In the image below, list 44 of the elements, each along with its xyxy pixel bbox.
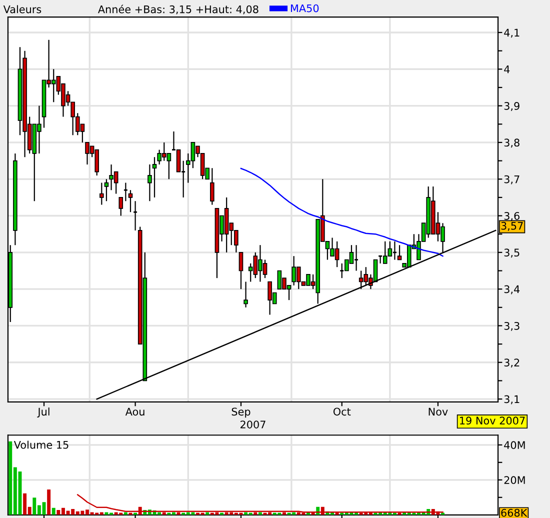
x-tick-label: Jul <box>37 408 50 418</box>
annotation: 3,57 <box>501 222 523 231</box>
x-axis-title: 2007 <box>240 420 266 428</box>
y-tick-label: 3,8 <box>504 138 520 148</box>
y-tick-label: 3,9 <box>504 102 520 111</box>
x-tick-label: Oct <box>333 408 351 416</box>
candlestick <box>148 164 152 202</box>
candlestick <box>354 244 359 272</box>
y-tick-label: 3,2 <box>504 358 520 368</box>
candlestick <box>104 178 109 202</box>
legend-label: MA50 <box>290 4 319 12</box>
x-tick-label: Aou <box>125 408 144 416</box>
y-tick-label: 3,7 <box>504 175 520 184</box>
text: Année +Bas: 3,15 +Haut: 4,08 <box>98 4 258 14</box>
y-tick-label: 4 <box>504 66 510 74</box>
candlestick <box>392 240 398 260</box>
x-tick-label: Sep <box>232 408 250 418</box>
candlestick <box>128 190 133 213</box>
candlestick <box>210 168 214 206</box>
bar <box>52 508 56 515</box>
line-series <box>77 494 444 513</box>
y-tick-label: 3,6 <box>504 212 520 221</box>
candlestick <box>132 200 138 231</box>
chart-title: Volume 15 <box>14 440 68 449</box>
candlestick <box>176 149 181 172</box>
y-tick-label: 3,3 <box>504 322 520 331</box>
y-tick-label: 20M <box>504 476 525 484</box>
text: 19 Nov 2007 <box>460 416 525 425</box>
y-tick-label: 3,4 <box>504 285 520 294</box>
candlestick <box>152 156 157 198</box>
candlestick <box>238 252 244 290</box>
annotation: 668K <box>501 508 528 517</box>
y-tick-label: 40M <box>504 441 525 450</box>
candlestick <box>244 281 248 308</box>
candlestick <box>123 182 128 202</box>
bar <box>47 490 51 515</box>
x-tick-label: Nov <box>428 408 448 416</box>
candlestick <box>100 182 104 206</box>
text: Valeurs <box>3 5 42 14</box>
y-tick-label: 3,1 <box>504 395 520 404</box>
y-tick-label: 4,1 <box>504 28 520 38</box>
candlestick <box>397 244 402 260</box>
y-tick-label: 3,5 <box>504 248 520 258</box>
candlestick <box>118 196 124 216</box>
